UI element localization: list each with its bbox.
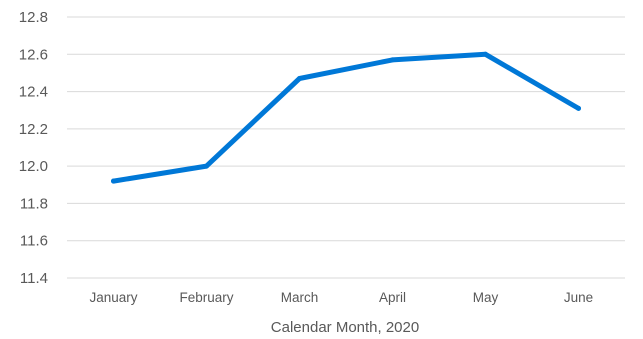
series-layer [111, 51, 581, 184]
series-line [111, 51, 581, 184]
y-tick-label: 12.0 [19, 158, 48, 175]
x-axis-tick-labels: January February March April May June [89, 290, 593, 305]
data-point [204, 163, 209, 169]
y-axis-tick-labels: 11.4 11.6 11.8 12.0 12.2 12.4 12.6 12.8 [19, 9, 48, 287]
data-point [576, 105, 581, 111]
data-point [390, 57, 395, 63]
x-tick-label: February [179, 290, 233, 305]
x-tick-label: January [89, 290, 137, 305]
x-axis-title: Calendar Month, 2020 [271, 319, 419, 336]
data-point [483, 51, 488, 57]
data-point [297, 76, 302, 82]
x-tick-label: June [564, 290, 593, 305]
gridlines [67, 16, 625, 279]
y-tick-label: 12.4 [19, 84, 48, 101]
data-point [111, 178, 116, 184]
x-tick-label: May [473, 290, 499, 305]
y-tick-label: 11.4 [20, 270, 48, 287]
y-tick-label: 11.8 [20, 195, 48, 212]
y-tick-label: 12.2 [19, 121, 48, 138]
y-tick-label: 11.6 [20, 233, 48, 250]
x-tick-label: March [281, 290, 319, 305]
x-tick-label: April [379, 290, 406, 305]
y-tick-label: 12.6 [19, 46, 48, 63]
y-tick-label: 12.8 [19, 9, 48, 26]
